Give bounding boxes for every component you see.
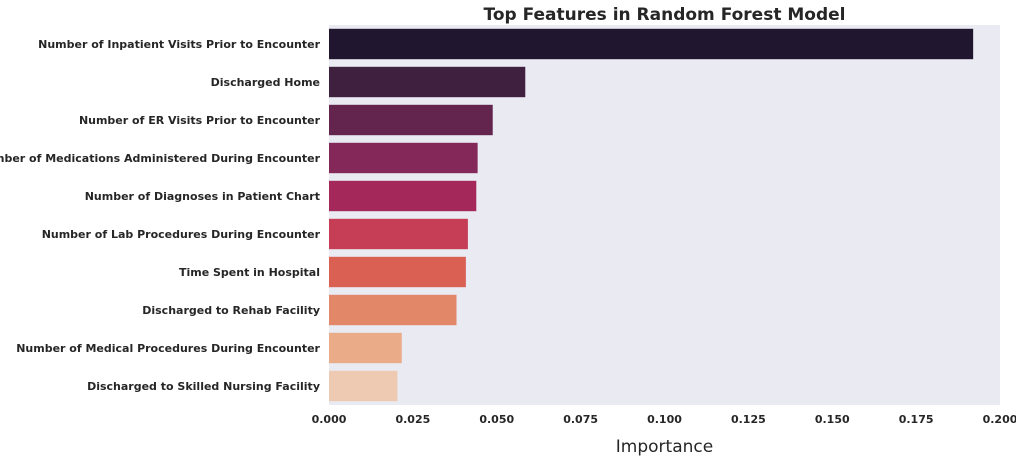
category-label: Discharged Home xyxy=(211,76,320,89)
category-label: Number of Medications Administered Durin… xyxy=(0,152,321,165)
category-label: Number of Lab Procedures During Encounte… xyxy=(42,228,321,241)
bar xyxy=(329,28,974,60)
bar xyxy=(329,294,457,326)
bar xyxy=(329,180,477,212)
bar xyxy=(329,142,478,174)
category-label: Time Spent in Hospital xyxy=(179,266,320,279)
x-tick-label: 0.125 xyxy=(731,413,766,426)
bar xyxy=(329,256,466,288)
x-tick-label: 0.025 xyxy=(395,413,430,426)
category-label: Number of ER Visits Prior to Encounter xyxy=(79,114,321,127)
x-tick-label: 0.050 xyxy=(479,413,514,426)
chart-title: Top Features in Random Forest Model xyxy=(483,5,845,25)
bar xyxy=(329,332,402,364)
category-label: Number of Diagnoses in Patient Chart xyxy=(85,190,320,203)
x-tick-label: 0.175 xyxy=(899,413,934,426)
category-labels: Number of Inpatient Visits Prior to Enco… xyxy=(0,38,321,393)
x-tick-label: 0.100 xyxy=(647,413,682,426)
x-tick-label: 0.000 xyxy=(312,413,347,426)
bar xyxy=(329,370,398,402)
x-tick-label: 0.150 xyxy=(815,413,850,426)
bar xyxy=(329,66,526,98)
x-axis-label: Importance xyxy=(616,437,713,457)
category-label: Number of Inpatient Visits Prior to Enco… xyxy=(38,38,320,51)
x-tick-label: 0.075 xyxy=(563,413,598,426)
x-tick-label: 0.200 xyxy=(983,413,1016,426)
bars-group xyxy=(329,28,974,402)
category-label: Number of Medical Procedures During Enco… xyxy=(16,342,320,355)
x-tick-labels: 0.000 0.025 0.050 0.075 0.100 0.125 0.150 0.175… xyxy=(312,413,1016,426)
category-label: Discharged to Rehab Facility xyxy=(142,304,320,317)
bar xyxy=(329,218,468,250)
category-label: Discharged to Skilled Nursing Facility xyxy=(87,380,320,393)
bar xyxy=(329,104,493,136)
